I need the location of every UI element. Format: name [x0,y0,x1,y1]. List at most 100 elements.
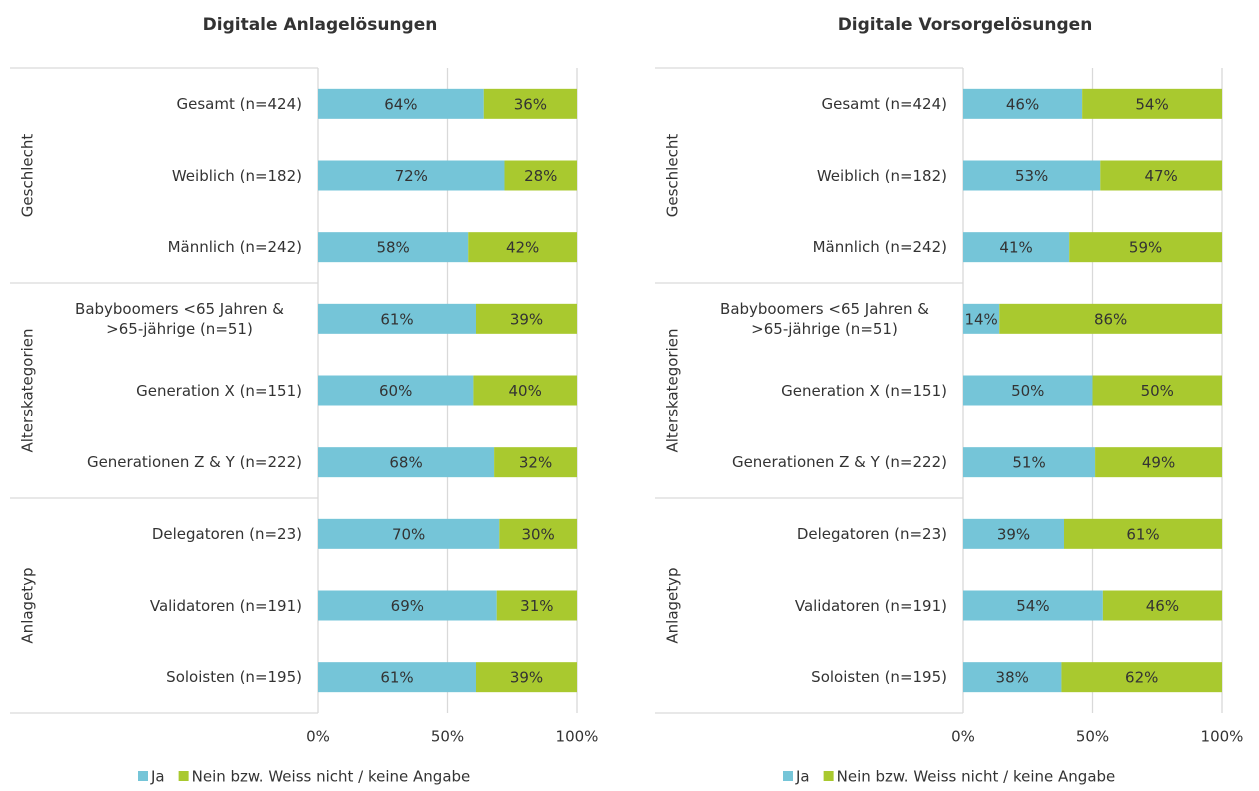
data-label: 31% [520,597,553,615]
group-label: Anlagetyp [664,567,682,643]
category-text: Soloisten (n=195) [166,668,302,687]
category-text: Generationen Z & Y (n=222) [86,453,302,472]
bar-segment [475,662,577,693]
data-label: 72% [395,167,428,185]
bar-segment [318,160,505,191]
legend-swatch [138,771,148,781]
group-label: Alterskategorien [19,328,37,452]
category-label: Weiblich (n=182) [22,166,302,186]
data-label: 36% [514,95,547,113]
category-label: Delegatoren (n=23) [667,524,947,544]
data-label: 62% [1125,669,1158,687]
bar-segment [1082,88,1222,119]
category-label: Validatoren (n=191) [22,596,302,616]
x-tick-label: 100% [1201,728,1244,746]
category-label: Männlich (n=242) [667,237,947,257]
bar-segment [999,303,1222,334]
bar-segment [494,447,577,478]
data-label: 64% [384,95,417,113]
category-text: Weiblich (n=182) [171,166,302,185]
category-label: Delegatoren (n=23) [22,524,302,544]
data-label: 28% [524,167,557,185]
legend-swatch [823,771,834,781]
category-label: Generation X (n=151) [22,381,302,401]
bar-segment [318,590,497,621]
x-tick-label: 0% [306,728,330,746]
bar-segment [483,88,577,119]
x-tick-label: 100% [556,728,599,746]
data-label: 38% [996,669,1029,687]
category-label: Validatoren (n=191) [667,596,947,616]
bar-segment [318,375,474,406]
bar-segment [496,590,577,621]
data-label: 46% [1146,597,1179,615]
data-label: 49% [1142,454,1175,472]
category-text: Babyboomers <65 Jahren & >65-jährige (n=… [75,299,284,338]
category-label: Männlich (n=242) [22,237,302,257]
legend-swatch [178,771,189,781]
data-label: 39% [510,310,543,328]
bar-segment [318,303,476,334]
data-label: 54% [1016,597,1049,615]
bar-segment [473,375,577,406]
category-text: Validatoren (n=191) [149,596,302,615]
bar-segment [1069,232,1222,263]
data-label: 46% [1006,95,1039,113]
bar-segment [963,662,1062,693]
bar-segment [963,232,1070,263]
bar-segment [318,88,484,119]
bar-segment [1092,375,1222,406]
legend-label: Nein bzw. Weiss nicht / keine Angabe [837,768,1116,786]
data-label: 39% [510,669,543,687]
category-text: Delegatoren (n=23) [796,524,947,543]
category-text: Weiblich (n=182) [816,166,947,185]
category-label: Gesamt (n=424) [667,94,947,114]
bar-segment [963,447,1096,478]
bar-segment [1102,590,1222,621]
bar-segment [963,303,1000,334]
category-text: Gesamt (n=424) [821,94,947,113]
bar-segment [1061,662,1222,693]
bar-segment [963,590,1103,621]
data-label: 39% [997,525,1030,543]
bar-segment [318,662,476,693]
category-text: Babyboomers <65 Jahren & >65-jährige (n=… [720,299,929,338]
data-label: 53% [1015,167,1048,185]
category-label: Gesamt (n=424) [22,94,302,114]
category-text: Validatoren (n=191) [794,596,947,615]
data-label: 47% [1144,167,1177,185]
category-text: Soloisten (n=195) [811,668,947,687]
data-label: 86% [1094,310,1127,328]
bar-segment [963,88,1083,119]
data-label: 68% [389,454,422,472]
data-label: 61% [1126,525,1159,543]
category-label: Babyboomers <65 Jahren & >65-jährige (n=… [667,299,947,339]
data-label: 61% [380,310,413,328]
category-text: Generation X (n=151) [781,381,947,400]
data-label: 50% [1011,382,1044,400]
data-label: 58% [376,239,409,257]
data-label: 51% [1012,454,1045,472]
bar-segment [963,375,1093,406]
category-text: Delegatoren (n=23) [151,524,302,543]
x-tick-label: 50% [1076,728,1109,746]
data-label: 32% [519,454,552,472]
group-label: Geschlecht [19,134,37,218]
category-text: Generationen Z & Y (n=222) [731,453,947,472]
category-label: Soloisten (n=195) [22,667,302,687]
category-label: Babyboomers <65 Jahren & >65-jährige (n=… [22,299,302,339]
data-label: 41% [999,239,1032,257]
data-label: 30% [521,525,554,543]
bar-segment [963,160,1101,191]
category-label: Soloisten (n=195) [667,667,947,687]
bar-segment [499,518,577,549]
bar-segment [318,232,469,263]
data-label: 60% [379,382,412,400]
data-label: 69% [391,597,424,615]
x-tick-label: 50% [431,728,464,746]
bar-segment [963,518,1065,549]
group-label: Anlagetyp [19,567,37,643]
bar-segment [1095,447,1222,478]
